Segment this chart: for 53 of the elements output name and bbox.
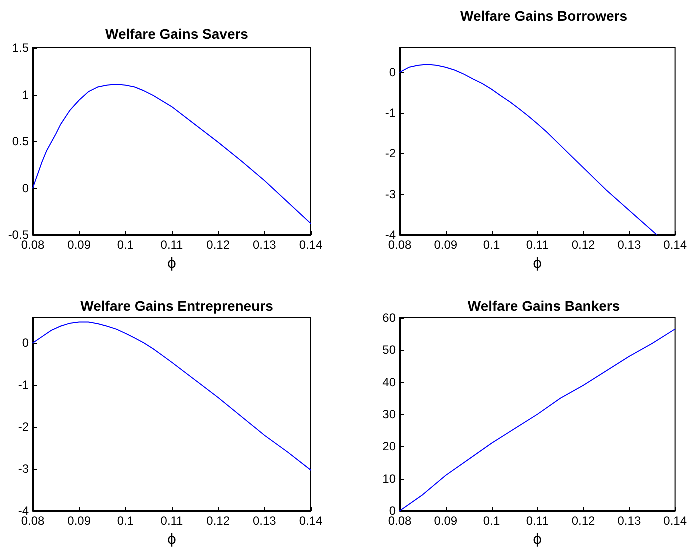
y-tick-label: 50 xyxy=(382,343,396,358)
y-tick-label: 0 xyxy=(22,336,30,350)
x-tick-label: 0.11 xyxy=(160,238,184,252)
x-tick-label: 0.13 xyxy=(618,238,642,252)
x-tick-label: 0.11 xyxy=(526,514,550,528)
y-tick-label: 1 xyxy=(22,88,30,102)
y-tick-label: 0.5 xyxy=(12,134,30,148)
chart-title: Welfare Gains Entrepreneurs xyxy=(80,298,274,314)
y-tick-label: 0 xyxy=(389,65,396,80)
x-tick-label: 0.09 xyxy=(434,238,458,252)
chart-title: Welfare Gains Savers xyxy=(106,26,249,42)
y-tick-label: -1 xyxy=(18,378,30,392)
x-tick-label: 0.1 xyxy=(117,238,134,252)
x-tick-label: 0.12 xyxy=(572,514,596,528)
line-series xyxy=(32,84,312,224)
x-tick-label: 0.12 xyxy=(206,514,230,528)
y-tick-label: -2 xyxy=(18,420,30,434)
y-tick-label: 1.5 xyxy=(12,41,30,55)
x-axis-title: ϕ xyxy=(167,256,177,272)
x-tick-label: 0.1 xyxy=(483,514,500,528)
x-tick-label: 0.12 xyxy=(206,238,230,252)
y-tick-label: -3 xyxy=(385,187,396,202)
x-tick-label: 0.09 xyxy=(68,238,92,252)
x-tick-label: 0.13 xyxy=(618,514,642,528)
line-series xyxy=(400,64,658,236)
x-tick-label: 0.14 xyxy=(299,514,323,528)
y-tick-label: -1 xyxy=(385,106,396,120)
chart-title: Welfare Gains Borrowers xyxy=(460,8,628,24)
x-tick-label: 0.12 xyxy=(572,238,596,252)
y-tick-label: -2 xyxy=(385,146,396,161)
y-tick-label: 30 xyxy=(382,408,396,422)
line-series xyxy=(32,322,312,471)
y-tick-label: -3 xyxy=(18,462,30,476)
x-tick-label: 0.13 xyxy=(252,238,277,252)
x-tick-label: 0.14 xyxy=(299,238,323,252)
x-tick-label: 0.14 xyxy=(664,238,688,252)
x-tick-label: 0.13 xyxy=(252,514,277,528)
x-tick-label: 0.11 xyxy=(526,238,550,252)
x-axis-title: ϕ xyxy=(167,532,177,548)
chart-title: Welfare Gains Bankers xyxy=(468,298,620,314)
x-axis-title: ϕ xyxy=(533,256,542,272)
x-tick-label: 0.09 xyxy=(434,514,458,528)
x-tick-label: 0.09 xyxy=(68,514,92,528)
x-tick-label: 0.14 xyxy=(664,514,688,528)
x-tick-label: 0.11 xyxy=(160,514,184,528)
x-axis-title: ϕ xyxy=(533,532,542,548)
y-tick-label: 10 xyxy=(382,472,396,486)
y-tick-label: 0 xyxy=(22,181,30,196)
y-tick-label: 60 xyxy=(382,311,396,325)
y-tick-label: 20 xyxy=(382,440,396,454)
y-tick-label: 40 xyxy=(382,375,396,390)
x-tick-label: 0.1 xyxy=(117,514,134,528)
x-tick-label: 0.1 xyxy=(483,238,500,252)
